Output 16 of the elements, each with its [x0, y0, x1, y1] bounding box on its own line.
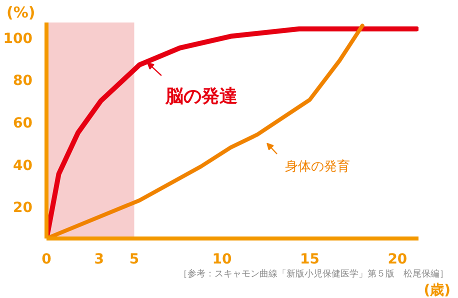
y-tick-label: 40	[13, 158, 33, 174]
text: ［参考：スキャモン曲線「新版小児保健医学」第５版 松尾保編］	[178, 268, 448, 280]
x-tick-label: 15	[300, 252, 320, 268]
y-tick-label: 80	[13, 73, 33, 90]
legend-label: 脳の発達	[164, 86, 238, 107]
x-tick-label: 3	[94, 252, 104, 268]
text: 身体の発育	[285, 158, 350, 175]
x-tick-label: 10	[212, 252, 232, 268]
y-tick-label: 60	[13, 116, 33, 132]
y-axis-title: (%)	[6, 4, 36, 22]
y-tick-label: 20	[13, 200, 33, 216]
x-tick-label: 20	[388, 252, 408, 268]
x-tick-label: 0	[42, 252, 52, 268]
y-tick-label: 100	[3, 30, 33, 47]
x-tick-label: 5	[129, 252, 140, 268]
x-axis-title: (歳)	[424, 282, 450, 298]
